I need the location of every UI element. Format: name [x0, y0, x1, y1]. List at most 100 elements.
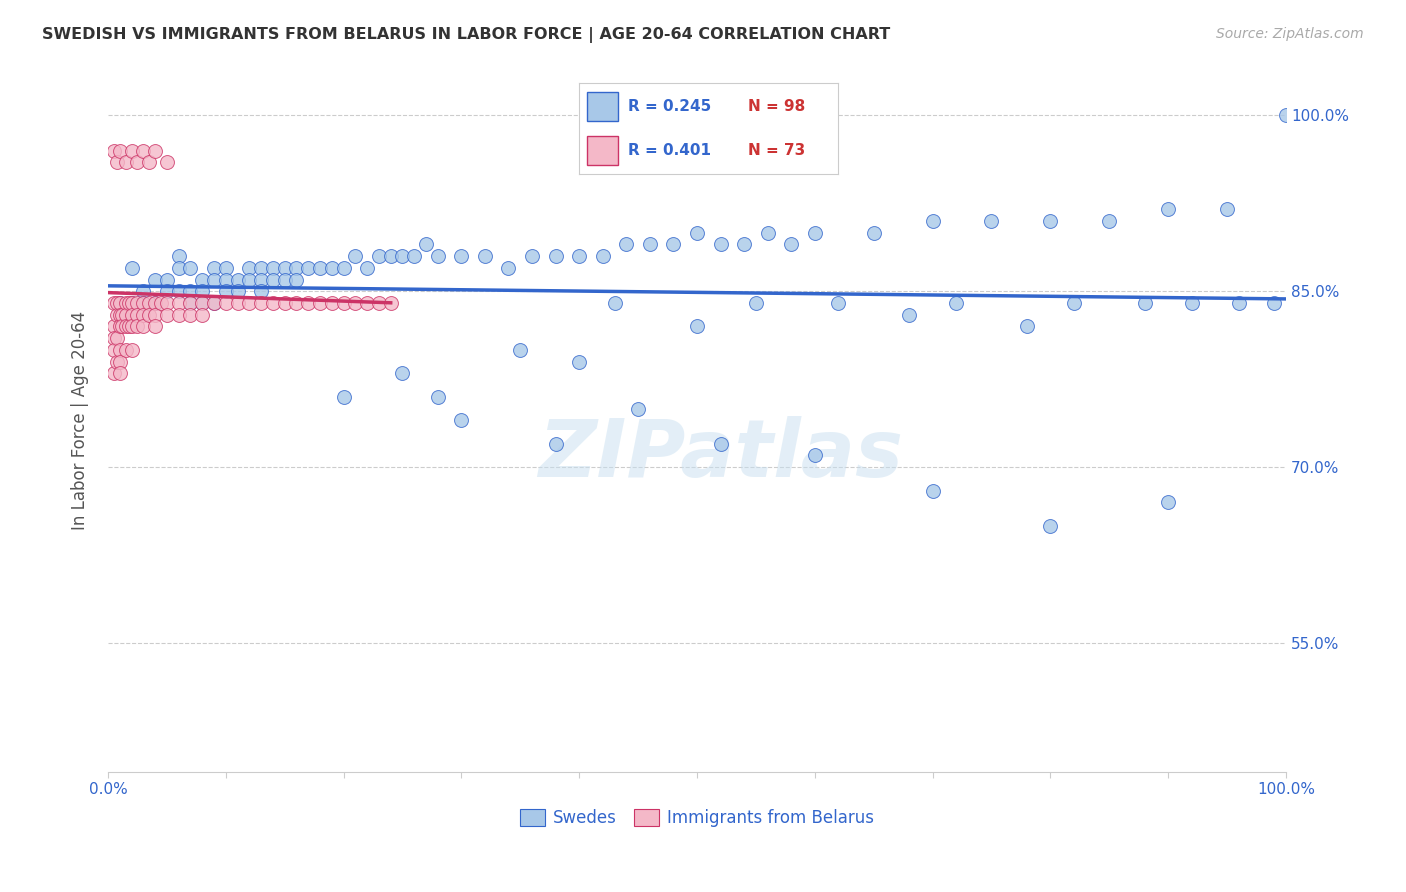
Point — [332, 390, 354, 404]
Point — [332, 296, 354, 310]
Point — [127, 319, 149, 334]
Point — [803, 449, 825, 463]
Text: ZIPatlas: ZIPatlas — [538, 417, 903, 494]
Point — [709, 436, 731, 450]
Point — [344, 296, 367, 310]
Point — [118, 296, 141, 310]
Point — [1216, 202, 1239, 217]
Point — [179, 296, 201, 310]
Point — [167, 285, 190, 299]
Point — [121, 319, 143, 334]
Point — [1263, 296, 1285, 310]
Point — [191, 296, 214, 310]
Point — [191, 285, 214, 299]
Point — [827, 296, 849, 310]
Point — [980, 214, 1002, 228]
Point — [273, 260, 295, 275]
Point — [202, 272, 225, 286]
Point — [745, 296, 768, 310]
Point — [238, 296, 260, 310]
Point — [1275, 108, 1298, 122]
Point — [862, 226, 884, 240]
Point — [138, 155, 160, 169]
Point — [391, 249, 413, 263]
Point — [132, 319, 155, 334]
Point — [474, 249, 496, 263]
Point — [121, 296, 143, 310]
Point — [544, 436, 567, 450]
Point — [191, 296, 214, 310]
Point — [215, 285, 238, 299]
Text: Source: ZipAtlas.com: Source: ZipAtlas.com — [1216, 27, 1364, 41]
Point — [107, 296, 129, 310]
Point — [733, 237, 755, 252]
Point — [898, 308, 921, 322]
Point — [945, 296, 967, 310]
Point — [167, 260, 190, 275]
Point — [426, 249, 449, 263]
Point — [321, 260, 343, 275]
Point — [415, 237, 437, 252]
Point — [627, 401, 650, 416]
Point — [108, 308, 131, 322]
Point — [662, 237, 685, 252]
Point — [143, 308, 166, 322]
Point — [179, 296, 201, 310]
Y-axis label: In Labor Force | Age 20-64: In Labor Force | Age 20-64 — [72, 310, 89, 530]
Point — [103, 296, 125, 310]
Point — [108, 354, 131, 368]
Point — [103, 319, 125, 334]
Point — [114, 308, 136, 322]
Point — [262, 272, 284, 286]
Point — [156, 296, 179, 310]
Point — [238, 272, 260, 286]
Point — [1181, 296, 1204, 310]
Point — [202, 296, 225, 310]
Point — [380, 249, 402, 263]
Point — [111, 308, 134, 322]
Point — [132, 296, 155, 310]
Point — [285, 272, 308, 286]
Point — [108, 296, 131, 310]
Point — [103, 367, 125, 381]
Point — [368, 249, 391, 263]
Point — [404, 249, 426, 263]
Point — [121, 296, 143, 310]
Point — [143, 296, 166, 310]
Point — [167, 308, 190, 322]
Point — [103, 343, 125, 357]
Point — [614, 237, 637, 252]
Point — [121, 260, 143, 275]
Point — [121, 343, 143, 357]
Point — [1063, 296, 1085, 310]
Point — [380, 296, 402, 310]
Point — [1039, 214, 1062, 228]
Point — [215, 260, 238, 275]
Point — [250, 296, 273, 310]
Point — [544, 249, 567, 263]
Point — [1039, 518, 1062, 533]
Point — [167, 296, 190, 310]
Point — [638, 237, 661, 252]
Point — [103, 331, 125, 345]
Point — [321, 296, 343, 310]
Point — [509, 343, 531, 357]
Point — [568, 249, 591, 263]
Point — [150, 296, 173, 310]
Point — [226, 285, 249, 299]
Point — [108, 367, 131, 381]
Point — [179, 308, 201, 322]
Point — [143, 144, 166, 158]
Point — [226, 296, 249, 310]
Point — [780, 237, 803, 252]
Point — [226, 272, 249, 286]
Point — [498, 260, 520, 275]
Point — [238, 260, 260, 275]
Point — [285, 260, 308, 275]
Point — [756, 226, 779, 240]
Point — [332, 260, 354, 275]
Point — [1133, 296, 1156, 310]
Legend: Swedes, Immigrants from Belarus: Swedes, Immigrants from Belarus — [513, 803, 880, 834]
Point — [132, 308, 155, 322]
Point — [108, 343, 131, 357]
